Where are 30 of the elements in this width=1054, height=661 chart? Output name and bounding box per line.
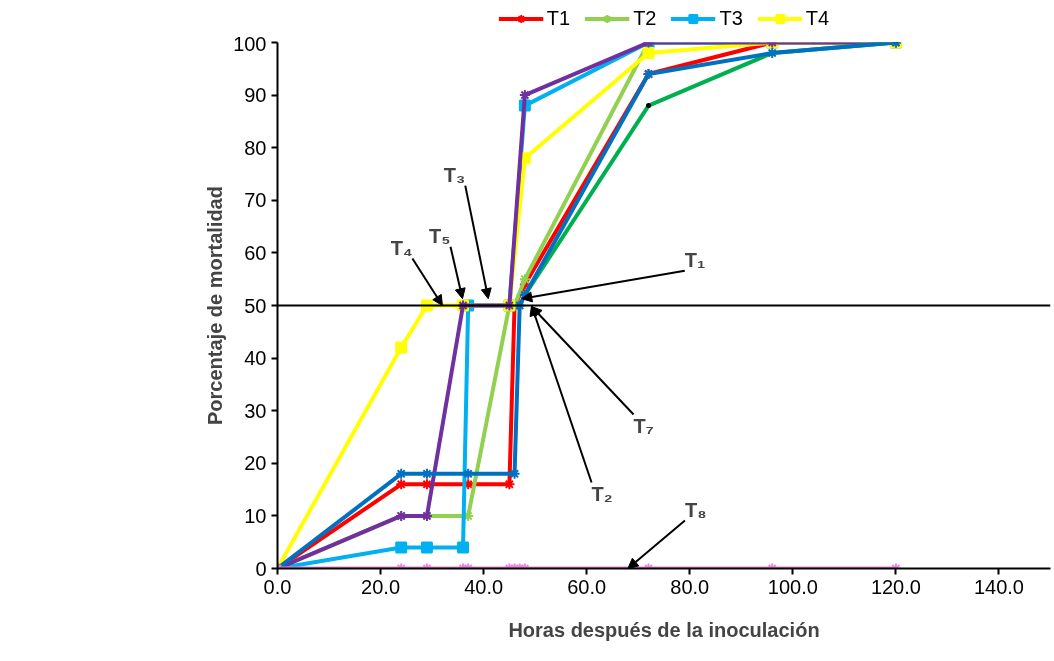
x-axis-title: Horas después de la inoculación: [508, 618, 820, 641]
y-tick-label: 100: [233, 32, 267, 55]
x-tick-label: 120.0: [870, 575, 921, 598]
annotation: T₇: [633, 414, 654, 437]
x-tick-label: 40.0: [464, 575, 504, 598]
x-tick-label: 20.0: [361, 575, 401, 598]
annotation: T₅: [429, 224, 451, 247]
y-tick-label: 70: [244, 189, 267, 212]
x-tick-label: 80.0: [670, 575, 710, 598]
y-tick-label: 30: [244, 399, 267, 422]
y-tick-label: 20: [244, 452, 267, 475]
y-tick-label: 10: [244, 504, 267, 527]
legend-label: T4: [805, 6, 830, 30]
y-tick-label: 90: [244, 84, 267, 107]
annotation: T₁: [684, 248, 706, 271]
y-tick-label: 80: [244, 136, 267, 159]
annotation: T₃: [443, 163, 466, 186]
legend-label: T3: [719, 6, 743, 30]
annotation: T₄: [390, 236, 413, 259]
x-tick-label: 60.0: [567, 575, 607, 598]
y-tick-label: 50: [244, 294, 267, 317]
x-tick-label: 140.0: [973, 575, 1024, 598]
x-tick-label: 100.0: [767, 575, 818, 598]
annotation: T₂: [591, 482, 613, 505]
y-tick-label: 40: [244, 347, 267, 370]
annotation: T₈: [684, 498, 707, 521]
y-axis-title: Porcentaje de mortalidad: [204, 186, 227, 425]
legend-label: T2: [633, 6, 657, 30]
legend-label: T1: [546, 6, 571, 30]
y-tick-label: 60: [244, 241, 267, 264]
